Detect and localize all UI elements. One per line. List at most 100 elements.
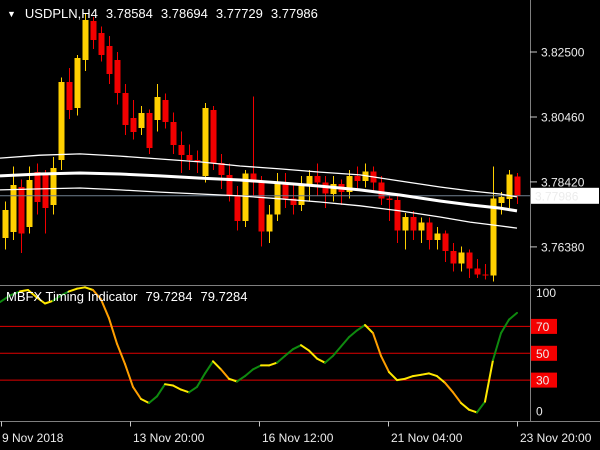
candle-bear <box>98 32 105 55</box>
indicator-curve-segment <box>452 391 462 404</box>
symbol-dropdown-icon[interactable]: ▼ <box>7 8 16 19</box>
current-price-tag-label: 3.77986 <box>535 189 579 203</box>
indicator-curve-segment <box>35 295 46 305</box>
indicator-curve-segment <box>212 360 222 371</box>
indicator-curve-segment <box>124 363 134 388</box>
candle-bull <box>26 180 33 228</box>
indicator-curve-segment <box>27 289 37 298</box>
chart-title-bar: ▼ USDPLN,H4 3.78584 3.78694 3.77729 3.77… <box>7 6 318 21</box>
indicator-curve-segment <box>356 324 366 332</box>
indicator-level-label: 50 <box>536 347 550 361</box>
indicator-curve-segment <box>492 332 502 361</box>
candle-bear <box>442 233 449 251</box>
indicator-curve-segment <box>428 372 438 378</box>
candle-bull <box>50 168 57 206</box>
ma-mid-line <box>0 171 518 213</box>
candle-bull <box>490 198 497 276</box>
candle-bear <box>354 176 361 181</box>
symbol-timeframe-label: USDPLN,H4 <box>24 6 98 21</box>
indicator-curve-segment <box>324 354 334 364</box>
indicator-value-2: 79.7284 <box>200 289 248 304</box>
candle-bull <box>330 184 337 194</box>
time-axis-label: 23 Nov 20:00 <box>520 431 592 445</box>
candle-bear <box>18 187 25 234</box>
indicator-curve-segment <box>52 294 62 302</box>
indicator-curve-segment <box>156 383 166 398</box>
ohlc-close-value: 3.77986 <box>270 6 318 21</box>
candle-bear <box>146 112 153 148</box>
indicator-curve-segment <box>460 402 470 411</box>
candle-bear <box>170 122 177 145</box>
candle-bull <box>298 184 305 205</box>
ma-upper-line <box>0 153 518 198</box>
indicator-curve-segment <box>188 385 198 394</box>
candle-bull <box>202 108 209 176</box>
indicator-curve-segment <box>132 385 142 400</box>
candle-bear <box>450 251 457 264</box>
indicator-curve-segment <box>164 383 174 387</box>
candle-bull <box>402 217 409 231</box>
indicator-curve-segment <box>19 289 29 293</box>
indicator-curve-segment <box>276 354 286 364</box>
candle-bear <box>282 182 289 199</box>
candle-bull <box>306 176 313 185</box>
candle-bear <box>218 162 225 175</box>
indicator-curve-segment <box>476 400 486 414</box>
indicator-curve-segment <box>252 364 262 371</box>
indicator-curve-segment <box>268 361 278 367</box>
candle-bear <box>114 60 121 94</box>
indicator-curve-segment <box>380 354 390 374</box>
indicator-curve-segment <box>196 372 206 388</box>
indicator-curve-segment <box>100 298 110 320</box>
candle-bear <box>106 45 113 75</box>
indicator-curve-segment <box>364 324 374 335</box>
indicator-curve-segment <box>204 360 214 375</box>
candle-bull <box>10 185 17 233</box>
candle-bear <box>482 274 489 276</box>
indicator-axis-min-label: 0 <box>536 405 543 419</box>
indicator-curve-segment <box>372 332 382 357</box>
time-axis-label: 21 Nov 04:00 <box>391 431 463 445</box>
indicator-level-label: 30 <box>536 374 550 388</box>
candle-bear <box>410 217 417 231</box>
indicator-curve-segment <box>444 381 454 394</box>
indicator-curve-segment <box>316 357 326 364</box>
current-price-tag <box>531 187 599 204</box>
indicator-level-label: 70 <box>536 320 550 334</box>
indicator-curve-segment <box>148 395 158 404</box>
candle-bull <box>154 96 161 120</box>
indicator-curve-segment <box>68 287 78 293</box>
indicator-curve-segment <box>388 371 398 382</box>
candle-bull <box>138 112 145 128</box>
candle-bear <box>90 21 97 40</box>
candle-bear <box>122 93 129 125</box>
ohlc-low-value: 3.77729 <box>215 6 263 21</box>
indicator-curve-segment <box>92 289 102 301</box>
indicator-value-1: 79.7284 <box>145 289 193 304</box>
candle-bear <box>386 198 393 201</box>
candle-bull <box>498 196 505 203</box>
indicator-title-bar: MBFX Timing Indicator 79.7284 79.7284 <box>6 289 248 304</box>
candle-bear <box>194 160 201 161</box>
indicator-curve-segment <box>60 290 70 297</box>
indicator-curve-segment <box>244 368 254 378</box>
candle-bear <box>178 145 185 155</box>
price-axis-label: 3.80460 <box>541 111 585 125</box>
candle-bear <box>394 200 401 231</box>
indicator-curve-segment <box>108 317 118 345</box>
candle-bull <box>506 174 513 200</box>
time-axis-label: 9 Nov 2018 <box>2 431 64 445</box>
indicator-curve-segment <box>116 342 126 365</box>
candle-bear <box>186 154 193 160</box>
price-axis-label: 3.82500 <box>541 46 585 60</box>
time-axis-label: 16 Nov 12:00 <box>262 431 334 445</box>
indicator-curve-segment <box>140 398 150 404</box>
candle-bear <box>210 110 217 163</box>
candle-bull <box>458 252 465 264</box>
candle-bear <box>290 198 297 205</box>
indicator-curve-segment <box>9 290 21 297</box>
indicator-curve-segment <box>348 329 358 339</box>
candle-bull <box>82 20 89 60</box>
candle-bull <box>266 214 273 232</box>
